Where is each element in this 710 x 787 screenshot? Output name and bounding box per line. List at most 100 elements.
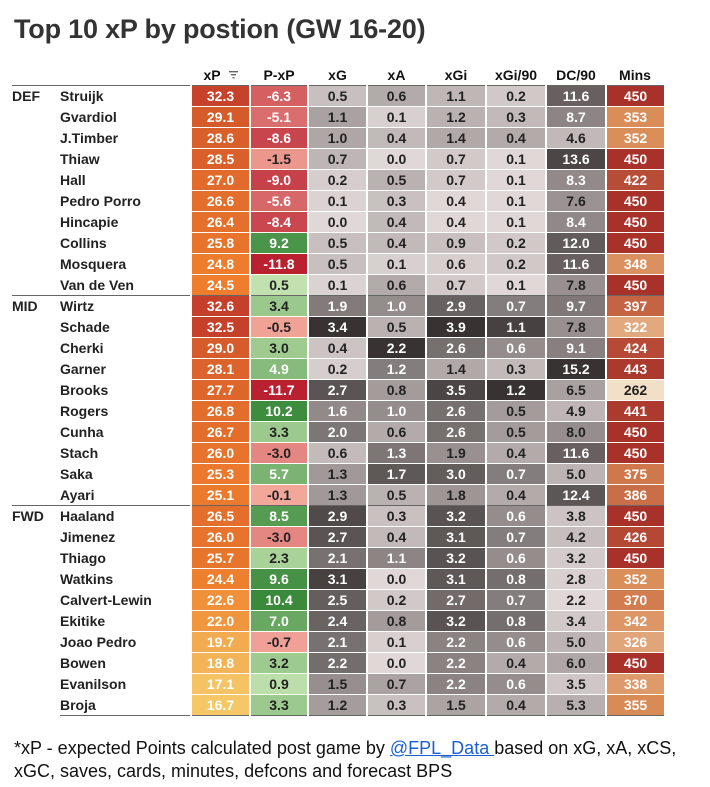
cell-xp: 28.1 <box>190 358 250 380</box>
cell-xa: 0.4 <box>366 526 426 548</box>
cell-xa: 1.0 <box>366 400 426 422</box>
cell-xa: 0.2 <box>366 589 426 611</box>
sort-descending-icon[interactable] <box>228 70 238 79</box>
cell-xa: 0.1 <box>366 106 426 128</box>
cell-p-xp: -0.1 <box>249 484 308 506</box>
cell-xgi: 1.2 <box>425 106 486 128</box>
cell-xp: 28.6 <box>190 127 250 149</box>
header-xgi-90[interactable]: xGi/90 <box>494 66 538 83</box>
cell-xp: 22.6 <box>190 589 250 611</box>
table-row: Broja 16.7 3.3 1.2 0.3 1.5 0.4 5.3 355 <box>12 694 664 716</box>
header-player <box>60 64 191 86</box>
cell-mins: 450 <box>605 547 664 569</box>
cell-xa: 1.0 <box>366 295 426 317</box>
cell-xg: 0.2 <box>307 358 367 380</box>
cell-xgi: 3.0 <box>425 463 486 485</box>
cell-xp: 16.7 <box>190 694 250 716</box>
fpl-data-link[interactable]: @FPL_Data <box>389 738 495 758</box>
cell-xa: 0.8 <box>366 610 426 632</box>
cell-xgi: 0.7 <box>425 274 486 296</box>
header-dc-90[interactable]: DC/90 <box>556 66 596 83</box>
cell-p-xp: 9.6 <box>249 568 308 590</box>
cell-mins: 450 <box>605 421 664 443</box>
table-row: Ekitike 22.0 7.0 2.4 0.8 3.2 0.8 3.4 342 <box>12 610 664 632</box>
header-xg[interactable]: xG <box>328 66 347 83</box>
cell-xgi-90: 0.8 <box>485 610 546 632</box>
cell-xp: 26.6 <box>190 190 250 212</box>
cell-xgi: 0.7 <box>425 148 486 170</box>
cell-p-xp: 0.9 <box>249 673 308 695</box>
stats-table: xP P-xP xG xA xGi xGi/90 DC/90 Mins DEF S… <box>12 64 664 716</box>
cell-xp: 27.0 <box>190 169 250 191</box>
cell-xa: 0.1 <box>366 253 426 275</box>
player-name: Hincapie <box>60 214 119 230</box>
header-xp[interactable]: xP <box>191 64 250 86</box>
cell-dc-90: 11.6 <box>545 253 606 275</box>
player-name: Brooks <box>60 382 109 398</box>
cell-dc-90: 7.8 <box>545 274 606 296</box>
cell-dc-90: 3.8 <box>545 505 606 527</box>
cell-p-xp: -8.6 <box>249 127 308 149</box>
cell-xp: 26.4 <box>190 211 250 233</box>
cell-xgi-90: 0.3 <box>485 358 546 380</box>
cell-xgi: 1.4 <box>425 358 486 380</box>
table-row: J.Timber 28.6 -8.6 1.0 0.4 1.4 0.4 4.6 352 <box>12 127 664 149</box>
cell-dc-90: 5.3 <box>545 694 606 716</box>
table-row: Hall 27.0 -9.0 0.2 0.5 0.7 0.1 8.3 422 <box>12 169 664 191</box>
table-row: Watkins 24.4 9.6 3.1 0.0 3.1 0.8 2.8 352 <box>12 568 664 590</box>
cell-mins: 375 <box>605 463 664 485</box>
cell-p-xp: -0.5 <box>249 316 308 338</box>
header-xa[interactable]: xA <box>387 66 406 83</box>
cell-p-xp: 2.3 <box>249 547 308 569</box>
cell-xgi-90: 1.2 <box>485 379 546 401</box>
cell-xgi-90: 0.6 <box>485 547 546 569</box>
table-row: Hincapie 26.4 -8.4 0.0 0.4 0.4 0.1 8.4 450 <box>12 211 664 233</box>
cell-dc-90: 13.6 <box>545 148 606 170</box>
cell-p-xp: -8.4 <box>249 211 308 233</box>
cell-xgi: 1.4 <box>425 127 486 149</box>
header-xp-label: xP <box>203 66 221 83</box>
cell-mins: 443 <box>605 358 664 380</box>
player-name: Saka <box>60 466 93 482</box>
cell-p-xp: 3.0 <box>249 337 308 359</box>
cell-mins: 322 <box>605 316 664 338</box>
table-row: Mosquera 24.8 -11.8 0.5 0.1 0.6 0.2 11.6 348 <box>12 253 664 275</box>
cell-xg: 2.5 <box>307 589 367 611</box>
cell-xp: 26.5 <box>190 505 250 527</box>
cell-xgi: 2.2 <box>425 631 486 653</box>
cell-mins: 262 <box>605 379 664 401</box>
cell-dc-90: 3.5 <box>545 673 606 695</box>
cell-xg: 0.5 <box>307 253 367 275</box>
cell-xgi-90: 0.6 <box>485 673 546 695</box>
table-row: Collins 25.8 9.2 0.5 0.4 0.9 0.2 12.0 450 <box>12 232 664 254</box>
cell-xg: 2.4 <box>307 610 367 632</box>
cell-mins: 450 <box>605 442 664 464</box>
cell-xg: 2.7 <box>307 379 367 401</box>
cell-xp: 32.3 <box>190 85 250 107</box>
cell-xgi: 1.8 <box>425 484 486 506</box>
cell-p-xp: -5.6 <box>249 190 308 212</box>
player-name: Van de Ven <box>60 276 134 293</box>
cell-p-xp: 10.4 <box>249 589 308 611</box>
cell-xg: 2.0 <box>307 421 367 443</box>
cell-mins: 450 <box>605 505 664 527</box>
header-mins[interactable]: Mins <box>619 66 651 83</box>
table-row: FWD Haaland 26.5 8.5 2.9 0.3 3.2 0.6 3.8 450 <box>12 505 664 716</box>
cell-xg: 1.3 <box>307 463 367 485</box>
cell-xa: 1.3 <box>366 442 426 464</box>
player-name: Broja <box>60 694 191 716</box>
header-xgi[interactable]: xGi <box>444 66 468 83</box>
header-p-xp[interactable]: P-xP <box>263 66 295 83</box>
cell-mins: 450 <box>605 652 664 674</box>
cell-xgi: 2.6 <box>425 421 486 443</box>
cell-mins: 370 <box>605 589 664 611</box>
cell-xp: 19.7 <box>190 631 250 653</box>
cell-dc-90: 2.8 <box>545 568 606 590</box>
cell-p-xp: 3.3 <box>249 694 308 716</box>
player-name: Bowen <box>60 655 106 671</box>
table-row: Calvert-Lewin 22.6 10.4 2.5 0.2 2.7 0.7 2.2 370 <box>12 589 664 611</box>
cell-xp: 28.5 <box>190 148 250 170</box>
cell-mins: 352 <box>605 127 664 149</box>
cell-xp: 26.0 <box>190 526 250 548</box>
cell-mins: 450 <box>605 274 664 296</box>
